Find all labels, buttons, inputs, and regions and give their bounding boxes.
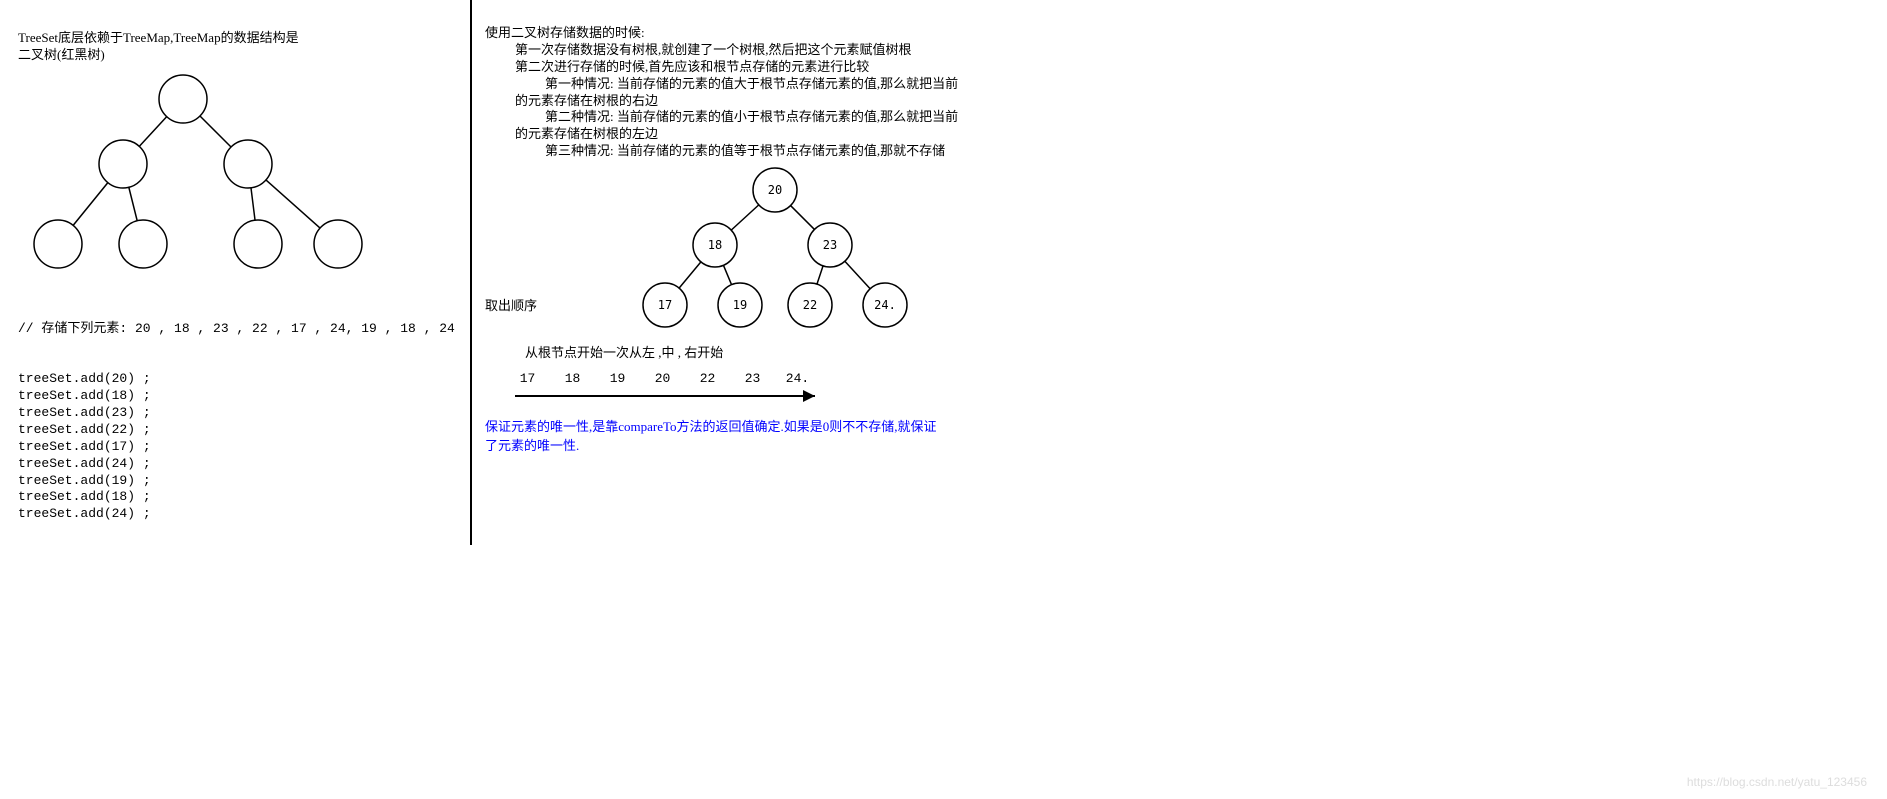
right-panel: 使用二叉树存储数据的时候: 第一次存储数据没有树根,就创建了一个树根,然后把这个…: [485, 25, 1085, 454]
heading-line1: TreeSet底层依赖于TreeMap,TreeMap的数据结构是: [18, 30, 299, 45]
right-case1a: 第一种情况: 当前存储的元素的值大于根节点存储元素的值,那么就把当前: [485, 76, 1085, 93]
right-case2a: 第二种情况: 当前存储的元素的值小于根节点存储元素的值,那么就把当前: [485, 109, 1085, 126]
blue-line2: 了元素的唯一性.: [485, 438, 579, 453]
left-heading: TreeSet底层依赖于TreeMap,TreeMap的数据结构是 二叉树(红黑…: [18, 30, 478, 64]
seq-value: 17: [505, 371, 550, 386]
code-line: treeSet.add(19) ;: [18, 473, 478, 490]
left-panel: TreeSet底层依赖于TreeMap,TreeMap的数据结构是 二叉树(红黑…: [0, 0, 488, 567]
code-line: treeSet.add(23) ;: [18, 405, 478, 422]
right-case1b: 的元素存储在树根的右边: [485, 93, 1085, 110]
left-tree-diagram: [18, 69, 388, 279]
code-line: treeSet.add(18) ;: [18, 388, 478, 405]
code-line: treeSet.add(20) ;: [18, 371, 478, 388]
blue-line1: 保证元素的唯一性,是靠compareTo方法的返回值确定.如果是0则不不存储,就…: [485, 419, 937, 434]
seq-value: 24.: [775, 371, 820, 386]
svg-text:17: 17: [658, 298, 672, 312]
extract-rule: 从根节点开始一次从左 ,中 , 右开始: [485, 342, 1085, 361]
watermark: https://blog.csdn.net/yatu_123456: [1687, 775, 1867, 789]
code-comment: // 存储下列元素: 20 , 18 , 23 , 22 , 17 , 24, …: [18, 321, 478, 338]
right-text-block: 使用二叉树存储数据的时候: 第一次存储数据没有树根,就创建了一个树根,然后把这个…: [485, 25, 1085, 160]
seq-value: 23: [730, 371, 775, 386]
code-line: treeSet.add(18) ;: [18, 489, 478, 506]
code-block: // 存储下列元素: 20 , 18 , 23 , 22 , 17 , 24, …: [18, 287, 478, 557]
svg-text:20: 20: [768, 183, 782, 197]
code-lines: treeSet.add(20) ;treeSet.add(18) ;treeSe…: [18, 371, 478, 523]
arrow-icon: [505, 386, 855, 416]
right-line2: 第二次进行存储的时候,首先应该和根节点存储的元素进行比较: [485, 59, 1085, 76]
right-case2b: 的元素存储在树根的左边: [485, 126, 1085, 143]
right-case3: 第三种情况: 当前存储的元素的值等于根节点存储元素的值,那就不存储: [485, 143, 1085, 160]
svg-text:22: 22: [803, 298, 817, 312]
right-tree-diagram: 20 18 23 17 19 22 24.: [485, 160, 935, 340]
code-line: treeSet.add(22) ;: [18, 422, 478, 439]
seq-value: 18: [550, 371, 595, 386]
right-tree-wrapper: 20 18 23 17 19 22 24. 取出顺序: [485, 160, 1085, 340]
seq-value: 22: [685, 371, 730, 386]
code-line: treeSet.add(17) ;: [18, 439, 478, 456]
heading-line2: 二叉树(红黑树): [18, 47, 105, 62]
code-line: treeSet.add(24) ;: [18, 506, 478, 523]
right-title: 使用二叉树存储数据的时候:: [485, 25, 1085, 42]
svg-text:23: 23: [823, 238, 837, 252]
code-line: treeSet.add(24) ;: [18, 456, 478, 473]
svg-text:18: 18: [708, 238, 722, 252]
extract-label: 取出顺序: [485, 295, 537, 314]
seq-value: 19: [595, 371, 640, 386]
svg-text:24.: 24.: [874, 298, 896, 312]
sequence-values: 17181920222324.: [505, 371, 1085, 386]
svg-text:19: 19: [733, 298, 747, 312]
right-line1: 第一次存储数据没有树根,就创建了一个树根,然后把这个元素赋值树根: [485, 42, 1085, 59]
seq-value: 20: [640, 371, 685, 386]
vertical-divider: [470, 0, 472, 545]
blue-note: 保证元素的唯一性,是靠compareTo方法的返回值确定.如果是0则不不存储,就…: [485, 416, 1085, 454]
sequence-row: 17181920222324.: [485, 371, 1085, 411]
